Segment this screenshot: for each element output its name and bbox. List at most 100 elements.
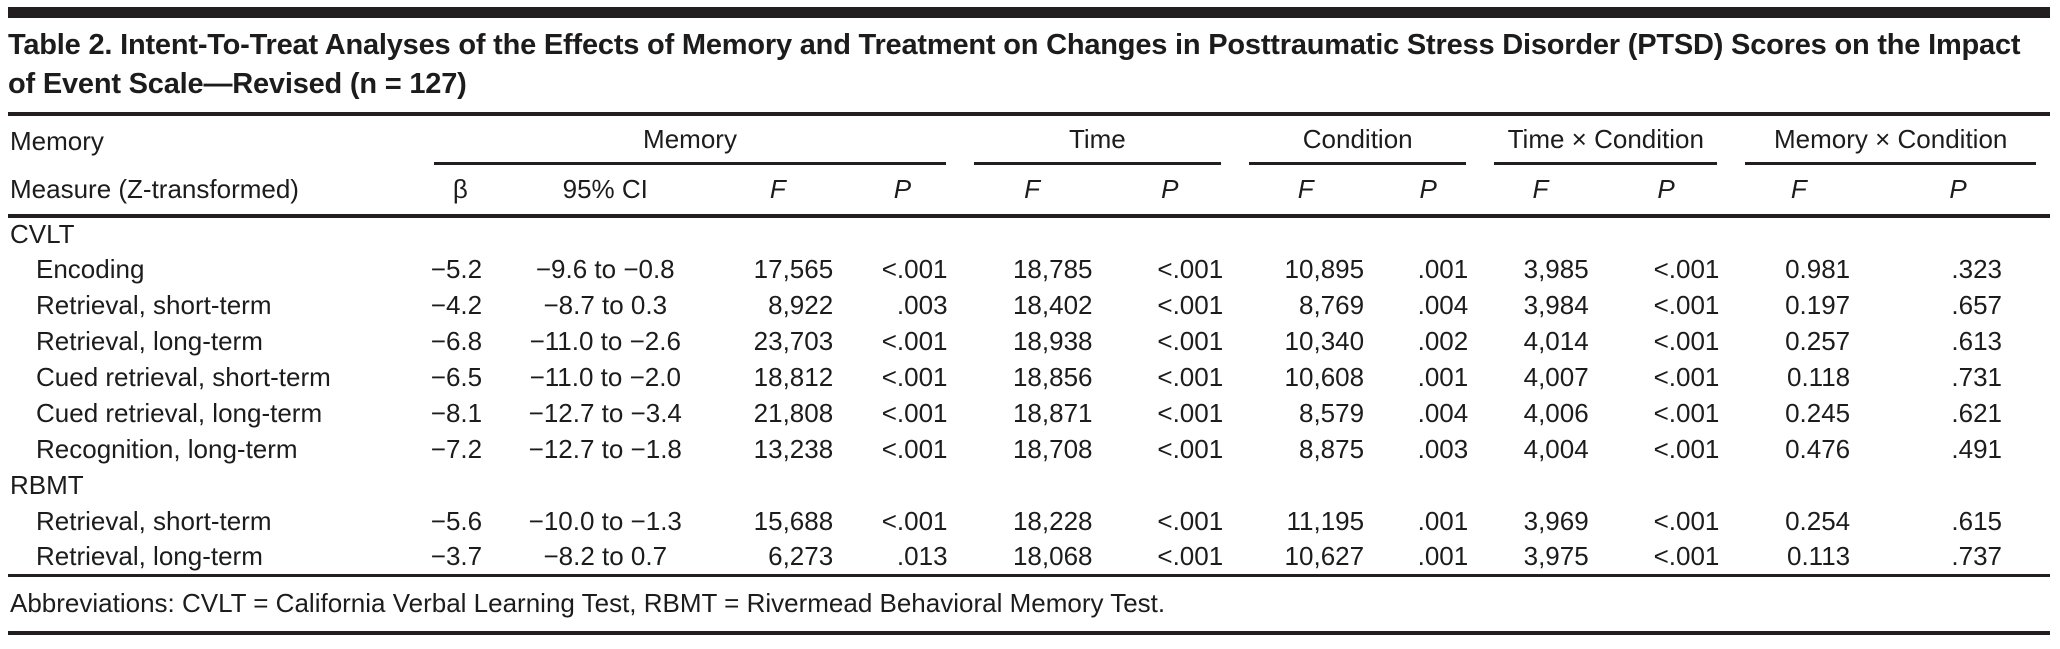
value-cell: 18,708 [1012, 434, 1093, 465]
value-cell: 8,769 [1299, 290, 1365, 321]
row-label: Retrieval, long-term [36, 326, 263, 357]
col-header-memory-x-condition-f: F [1731, 169, 1867, 218]
value-cell: .613 [1951, 326, 2002, 357]
value-cell: <.001 [1653, 290, 1720, 321]
value-cell: .003 [1417, 434, 1469, 465]
value-cell: <.001 [1653, 362, 1720, 393]
group-header-memory-x-condition: Memory × Condition [1731, 116, 2050, 170]
value-cell: .001 [1417, 506, 1469, 537]
value-cell: 18,856 [1012, 362, 1093, 393]
value-cell: 8,922 [768, 290, 834, 321]
col-header-time-x-condition-f: F [1480, 169, 1601, 218]
value-cell: 17,565 [753, 254, 834, 285]
row-label: Cued retrieval, short-term [36, 362, 331, 393]
value-cell: .737 [1866, 539, 2050, 578]
table-title: Table 2. Intent-To-Treat Analyses of the… [8, 26, 2050, 116]
value-cell: <.001 [1653, 398, 1720, 429]
value-cell: <.001 [1157, 362, 1224, 393]
value-cell: −4.2 [430, 290, 483, 321]
value-cell: <.001 [1653, 254, 1720, 285]
table-row: Retrieval, short-term −4.2 −8.7 to 0.3 8,92… [8, 288, 2050, 324]
results-table: Memory Measure (Z-transformed) Memory Ti… [8, 115, 2050, 578]
column-header-row: β 95% CI F P F P F P F P F P [8, 169, 2050, 218]
value-cell: −11.0 to −2.6 [529, 326, 681, 357]
col-header-time-f: F [959, 169, 1105, 218]
value-cell: .003 [896, 290, 948, 321]
col-header-beta: β [420, 169, 501, 218]
value-cell: 8,875 [1299, 434, 1365, 465]
value-cell: 11,195 [1286, 506, 1365, 537]
value-cell: <.001 [881, 506, 948, 537]
value-cell: −12.7 to −3.4 [528, 398, 682, 429]
value-cell: <.001 [1157, 290, 1224, 321]
value-cell: 13,238 [753, 434, 834, 465]
row-label: Recognition, long-term [36, 434, 298, 465]
col-header-95ci: 95% CI [500, 169, 711, 218]
value-cell: .013 [845, 539, 960, 578]
value-cell: 18,228 [1012, 506, 1093, 537]
value-cell: −12.7 to −1.8 [528, 434, 682, 465]
section-label: RBMT [10, 470, 84, 501]
value-cell: −8.7 to 0.3 [543, 290, 668, 321]
value-cell: 10,340 [1284, 326, 1365, 357]
value-cell: 18,812 [753, 362, 834, 393]
value-cell: <.001 [1157, 254, 1224, 285]
value-cell: <.001 [1653, 506, 1720, 537]
stub-header: Memory Measure (Z-transformed) [8, 115, 421, 218]
col-header-condition-p: P [1376, 169, 1481, 218]
stub-header-line2: Measure (Z-transformed) [10, 173, 299, 204]
col-header-time-x-condition-p: P [1600, 169, 1732, 218]
value-cell: 15,688 [753, 506, 834, 537]
value-cell: <.001 [881, 326, 948, 357]
row-label: Retrieval, short-term [36, 506, 272, 537]
value-cell: 0.197 [1785, 290, 1851, 321]
group-label: Condition [1249, 124, 1467, 165]
row-label: Retrieval, long-term [8, 539, 421, 578]
value-cell: −5.6 [430, 506, 483, 537]
value-cell: .002 [1417, 326, 1469, 357]
value-cell: 3,984 [1523, 290, 1589, 321]
row-label: Retrieval, short-term [36, 290, 272, 321]
col-header-condition-f: F [1235, 169, 1377, 218]
value-cell: −11.0 to −2.0 [529, 362, 681, 393]
value-cell: <.001 [881, 362, 948, 393]
group-label: Time [973, 124, 1222, 165]
value-cell: 18,402 [1012, 290, 1093, 321]
value-cell: −6.5 [430, 362, 483, 393]
value-cell: −8.1 [430, 398, 483, 429]
value-cell: −3.7 [420, 539, 501, 578]
value-cell: 3,975 [1480, 539, 1601, 578]
value-cell: <.001 [1157, 398, 1224, 429]
group-label: Memory [434, 124, 946, 165]
value-cell: 0.257 [1785, 326, 1851, 357]
value-cell: −8.2 to 0.7 [500, 539, 711, 578]
value-cell: 0.476 [1785, 434, 1851, 465]
table-row: Retrieval, long-term −6.8 −11.0 to −2.6 23,… [8, 324, 2050, 360]
value-cell: −10.0 to −1.3 [528, 506, 682, 537]
row-label: Encoding [36, 254, 145, 285]
value-cell: <.001 [881, 254, 948, 285]
group-label: Memory × Condition [1745, 124, 2036, 165]
abbreviations-note: Abbreviations: CVLT = California Verbal … [8, 577, 2050, 636]
col-header-memory-f: F [710, 169, 846, 218]
value-cell: <.001 [1600, 539, 1732, 578]
value-cell: 0.254 [1785, 506, 1851, 537]
value-cell: 10,627 [1235, 539, 1377, 578]
table-body: CVLT Encoding −5.2 −9.6 to −0.8 17,565 <.001 1… [8, 216, 2050, 578]
value-cell: <.001 [881, 434, 948, 465]
value-cell: 18,068 [959, 539, 1105, 578]
value-cell: 4,004 [1523, 434, 1589, 465]
value-cell: 18,785 [1012, 254, 1093, 285]
table-figure: Table 2. Intent-To-Treat Analyses of the… [8, 7, 2050, 636]
value-cell: .004 [1417, 398, 1469, 429]
value-cell: <.001 [1157, 506, 1224, 537]
value-cell: 10,895 [1284, 254, 1365, 285]
table-row: Retrieval, long-term −3.7 −8.2 to 0.7 6,273… [8, 539, 2050, 578]
value-cell: −6.8 [430, 326, 483, 357]
value-cell: 23,703 [753, 326, 834, 357]
value-cell: 4,014 [1523, 326, 1589, 357]
section-row: CVLT [8, 216, 2050, 252]
value-cell: .491 [1951, 434, 2002, 465]
value-cell: −9.6 to −0.8 [535, 254, 675, 285]
value-cell: .001 [1417, 254, 1469, 285]
